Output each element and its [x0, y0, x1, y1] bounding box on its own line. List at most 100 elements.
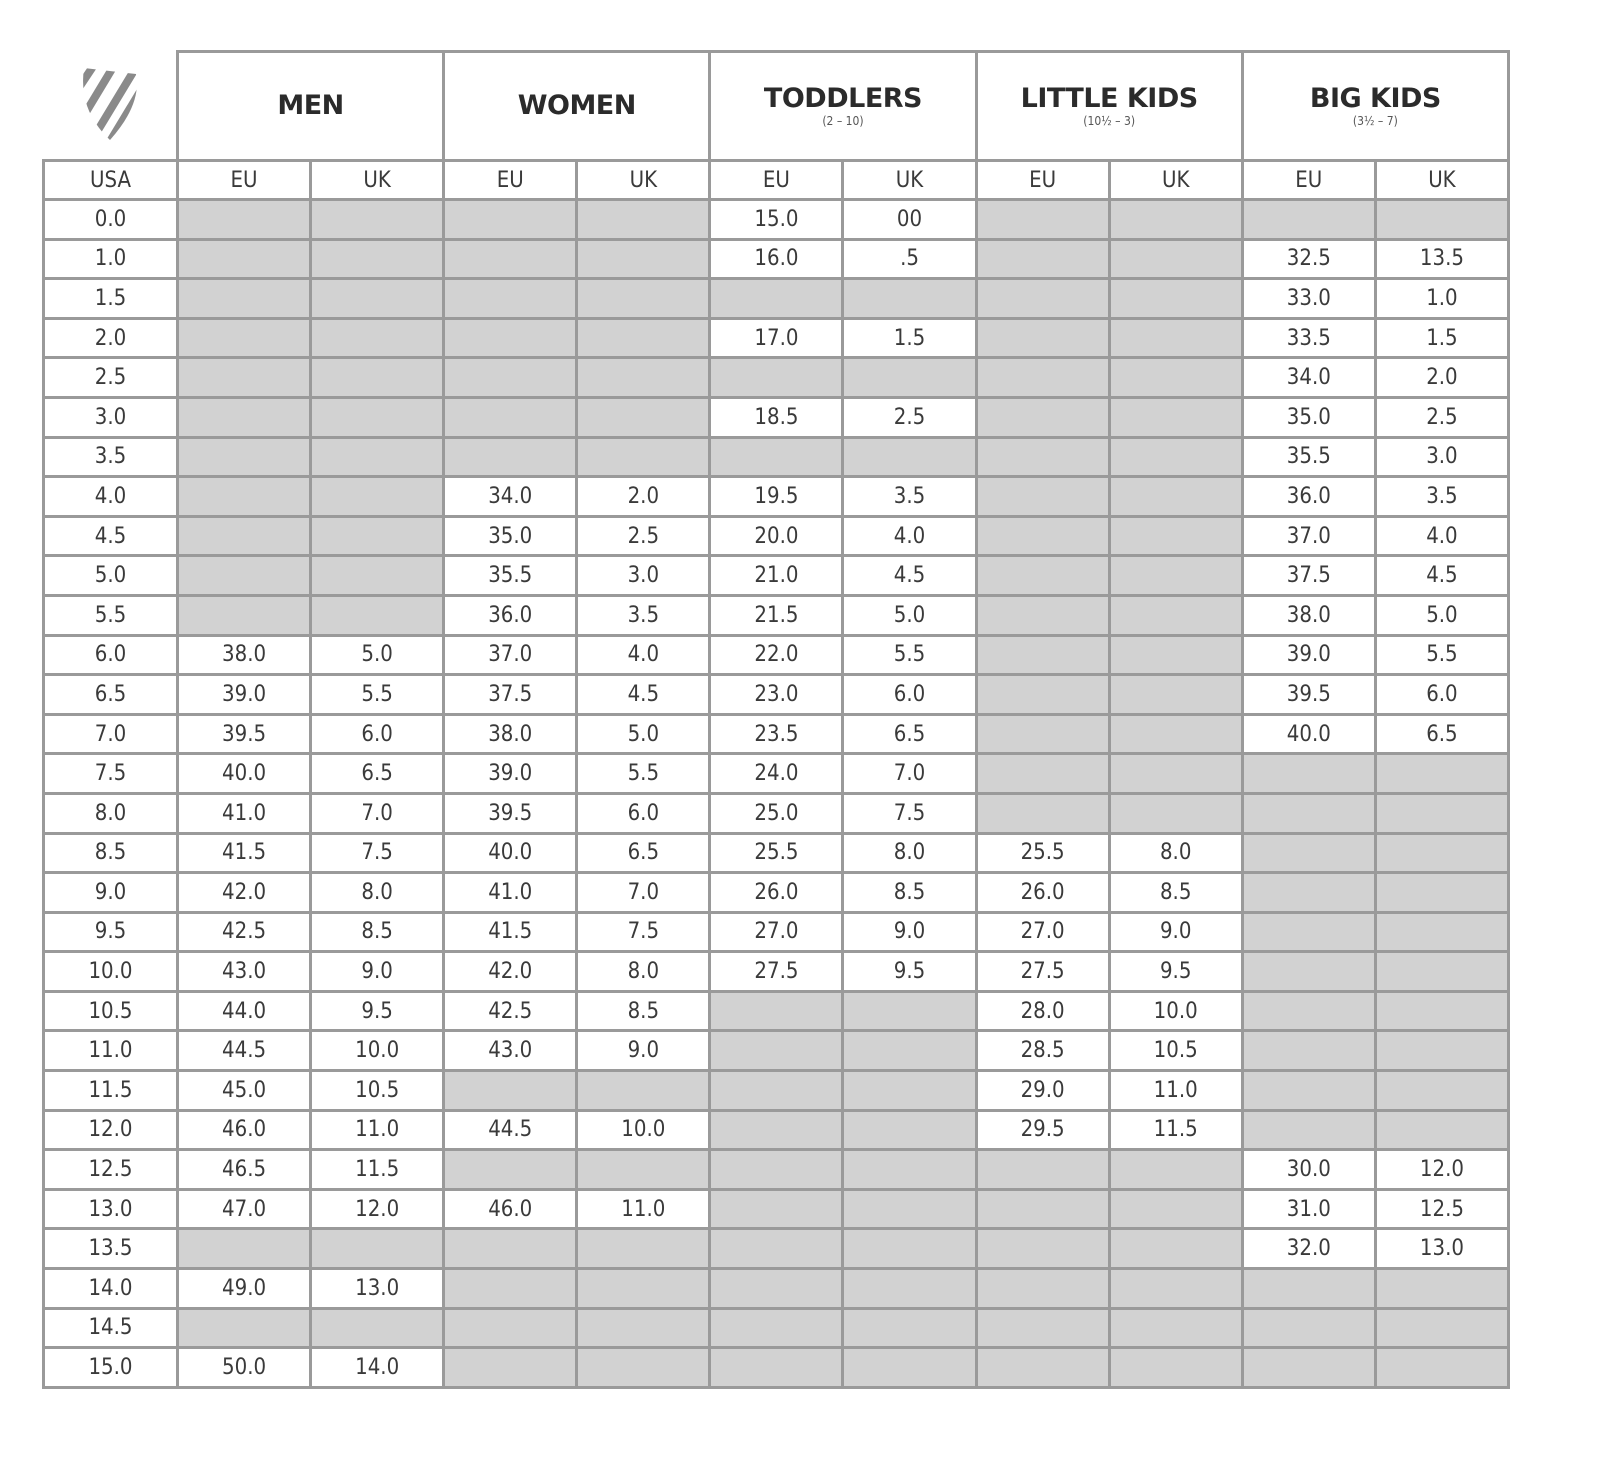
column-header-usa: USA	[42, 159, 179, 201]
size-cell: 6.5	[575, 831, 712, 875]
empty-cell	[1107, 435, 1244, 479]
empty-cell	[1373, 198, 1511, 241]
size-cell: 9.0	[841, 910, 978, 954]
empty-cell	[708, 277, 845, 320]
size-cell: 7.0	[309, 791, 446, 835]
empty-cell	[309, 1306, 446, 1350]
empty-cell	[309, 475, 446, 518]
empty-cell	[575, 237, 712, 281]
column-header-row: USA EU UK EU UK EU UK EU UK EU UK	[42, 159, 1511, 201]
empty-cell	[1107, 475, 1244, 518]
size-cell: 9.0	[1107, 910, 1244, 954]
usa-size-cell: 15.0	[42, 1346, 179, 1389]
table-row: 11.0 44.5 10.0 43.0 9.0 28.5 10.5	[42, 1029, 1511, 1073]
size-cell: 8.5	[309, 910, 446, 954]
size-cell: 10.5	[309, 1069, 446, 1112]
empty-cell	[1240, 1267, 1377, 1310]
size-cell: 46.5	[175, 1148, 313, 1191]
size-cell: 21.0	[708, 554, 845, 597]
empty-cell	[974, 395, 1111, 439]
table-row: 9.5 42.5 8.5 41.5 7.5 27.0 9.0 27.0 9.0	[42, 910, 1511, 954]
empty-cell	[575, 356, 712, 399]
size-cell: 46.0	[175, 1108, 313, 1152]
size-cell: 25.5	[974, 831, 1111, 875]
size-cell: 41.0	[175, 791, 313, 835]
size-cell: 37.0	[442, 633, 579, 677]
size-cell: 6.5	[1373, 712, 1511, 756]
size-cell: 7.0	[575, 871, 712, 914]
empty-cell	[841, 1227, 978, 1271]
empty-cell	[708, 1108, 845, 1152]
empty-cell	[841, 1306, 978, 1350]
empty-cell	[442, 277, 579, 320]
size-cell: 11.0	[1107, 1069, 1244, 1112]
empty-cell	[175, 198, 313, 241]
empty-cell	[1107, 237, 1244, 281]
empty-cell	[1373, 1069, 1511, 1112]
size-cell: 29.0	[974, 1069, 1111, 1112]
usa-size-cell: 10.0	[42, 950, 179, 993]
usa-size-cell: 3.5	[42, 435, 179, 479]
empty-cell	[1107, 673, 1244, 716]
size-cell: 2.5	[575, 514, 712, 558]
usa-size-cell: 9.5	[42, 910, 179, 954]
empty-cell	[708, 1227, 845, 1271]
empty-cell	[1373, 752, 1511, 795]
column-header-uk: UK	[1373, 159, 1511, 201]
empty-cell	[575, 1346, 712, 1389]
table-row: 9.0 42.0 8.0 41.0 7.0 26.0 8.5 26.0 8.5	[42, 871, 1511, 914]
empty-cell	[841, 1187, 978, 1231]
empty-cell	[575, 395, 712, 439]
usa-size-cell: 2.0	[42, 316, 179, 360]
table-row: 2.5 34.0 2.0	[42, 356, 1511, 399]
usa-size-cell: 11.5	[42, 1069, 179, 1112]
size-cell: 30.0	[1240, 1148, 1377, 1191]
size-cell: 6.0	[841, 673, 978, 716]
empty-cell	[175, 554, 313, 597]
size-cell: 9.5	[309, 989, 446, 1033]
size-cell: 27.0	[708, 910, 845, 954]
size-cell: 4.0	[841, 514, 978, 558]
size-cell: 5.5	[841, 633, 978, 677]
table-row: 13.0 47.0 12.0 46.0 11.0 31.0 12.5	[42, 1187, 1511, 1231]
group-header-row: MEN WOMEN TODDLERS (2 – 10) LITTLE KIDS …	[43, 50, 1511, 162]
empty-cell	[974, 356, 1111, 399]
empty-cell	[1107, 752, 1244, 795]
size-cell: 37.5	[1240, 554, 1377, 597]
empty-cell	[1240, 950, 1377, 993]
size-cell: 5.0	[841, 593, 978, 637]
size-cell: 5.0	[1373, 593, 1511, 637]
empty-cell	[442, 395, 579, 439]
usa-size-cell: 1.5	[42, 277, 179, 320]
usa-size-cell: 7.0	[42, 712, 179, 756]
size-cell: 10.0	[575, 1108, 712, 1152]
empty-cell	[974, 673, 1111, 716]
size-cell: 2.0	[1373, 356, 1511, 399]
empty-cell	[974, 435, 1111, 479]
empty-cell	[841, 277, 978, 320]
size-cell: 34.0	[1240, 356, 1377, 399]
size-cell: 39.0	[1240, 633, 1377, 677]
empty-cell	[175, 356, 313, 399]
size-cell: 6.0	[1373, 673, 1511, 716]
size-cell: 38.0	[175, 633, 313, 677]
table-row: 6.0 38.0 5.0 37.0 4.0 22.0 5.5 39.0 5.5	[42, 633, 1511, 677]
size-cell: 38.0	[442, 712, 579, 756]
empty-cell	[309, 1227, 446, 1271]
table-row: 11.5 45.0 10.5 29.0 11.0	[42, 1069, 1511, 1112]
usa-size-cell: 12.5	[42, 1148, 179, 1191]
empty-cell	[575, 1148, 712, 1191]
size-cell: 3.5	[841, 475, 978, 518]
empty-cell	[1107, 1267, 1244, 1310]
size-cell: 13.0	[309, 1267, 446, 1310]
size-cell: 14.0	[309, 1346, 446, 1389]
empty-cell	[309, 593, 446, 637]
size-chart: MEN WOMEN TODDLERS (2 – 10) LITTLE KIDS …	[42, 50, 1511, 1389]
usa-size-cell: 14.0	[42, 1267, 179, 1310]
usa-size-cell: 11.0	[42, 1029, 179, 1073]
empty-cell	[708, 1187, 845, 1231]
size-cell: 13.0	[1373, 1227, 1511, 1271]
empty-cell	[309, 237, 446, 281]
empty-cell	[708, 1148, 845, 1191]
empty-cell	[708, 1267, 845, 1310]
